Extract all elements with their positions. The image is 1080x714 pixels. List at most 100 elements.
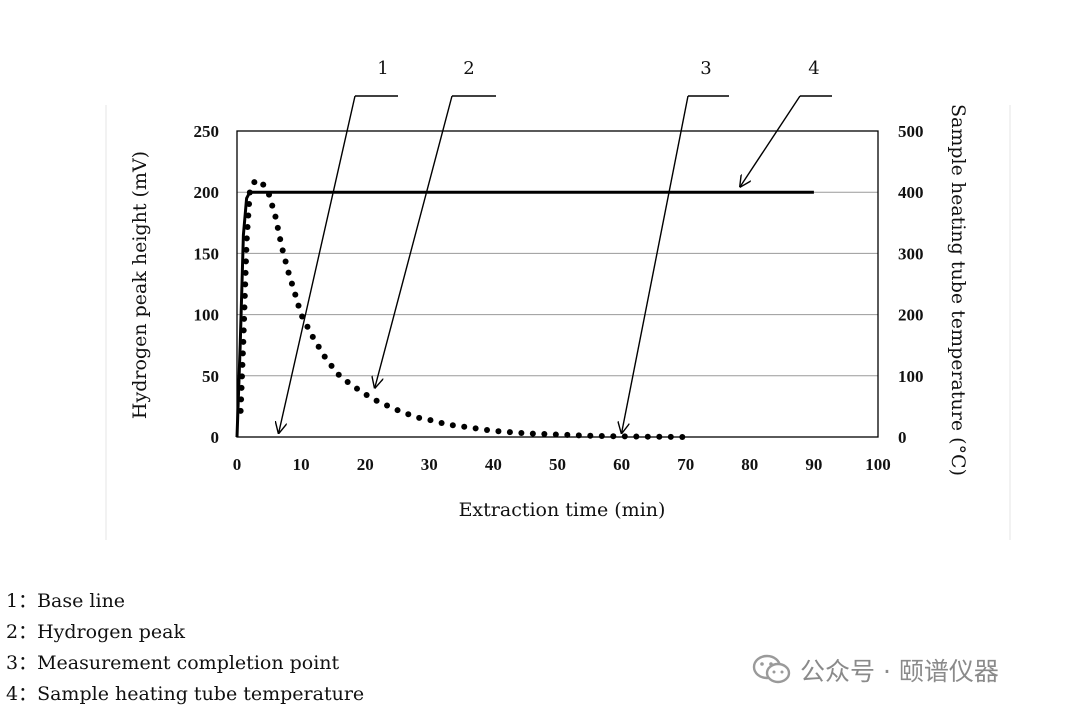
- peak-dot: [238, 384, 245, 391]
- peak-dot: [564, 431, 571, 438]
- peak-dot: [472, 425, 479, 432]
- peak-dot: [373, 397, 380, 404]
- peak-dot: [282, 258, 289, 265]
- callout-arrow: [622, 95, 689, 433]
- peak-dot: [251, 179, 258, 186]
- peak-dot: [240, 327, 247, 334]
- callout-number: 4: [808, 58, 819, 79]
- watermark: 公众号 · 颐谱仪器: [752, 652, 999, 688]
- peak-dot: [518, 430, 525, 437]
- y-left-tick-label: 150: [194, 244, 220, 263]
- peak-dot: [610, 433, 617, 440]
- x-tick-label: 70: [677, 455, 694, 474]
- peak-dot: [295, 302, 302, 309]
- grid-lines: [237, 130, 878, 438]
- peak-dot: [438, 419, 445, 426]
- peak-dot: [354, 385, 361, 392]
- peak-dot: [242, 281, 249, 288]
- peak-dot: [315, 343, 322, 350]
- callout-arrow: [279, 95, 356, 433]
- y-right-tick-label: 200: [898, 306, 924, 325]
- peak-dot: [292, 291, 299, 298]
- legend-item: 3：Measurement completion point: [6, 652, 340, 674]
- plot-area: [236, 130, 879, 438]
- y-right-tick-label: 0: [898, 428, 907, 447]
- callout-number: 3: [700, 58, 711, 79]
- peak-dot: [541, 431, 548, 438]
- peak-dot: [416, 414, 423, 421]
- y-right-tick-label: 400: [898, 183, 924, 202]
- y-right-axis-title: Sample heating tube temperature (°C): [947, 104, 969, 476]
- peak-dot: [277, 236, 284, 243]
- legend-item: 1：Base line: [6, 590, 126, 612]
- peak-dot: [243, 246, 250, 253]
- peak-dot: [667, 433, 674, 440]
- legend-item: 4：Sample heating tube temperature: [6, 683, 365, 705]
- peak-dot: [272, 213, 279, 220]
- peak-dot: [288, 280, 295, 287]
- y-left-tick-label: 250: [194, 122, 220, 141]
- peak-dot: [246, 189, 253, 196]
- x-tick-label: 40: [485, 455, 502, 474]
- peak-dot: [321, 353, 328, 360]
- peak-dot: [269, 202, 276, 209]
- y-right-tick-label: 500: [898, 122, 924, 141]
- y-right-tick-label: 100: [898, 367, 924, 386]
- x-tick-label: 100: [865, 455, 891, 474]
- peak-dot: [529, 430, 536, 437]
- peak-dot: [506, 429, 513, 436]
- callout-arrow: [740, 95, 801, 187]
- peak-dot: [587, 432, 594, 439]
- peak-dot: [238, 373, 245, 380]
- peak-dot: [245, 212, 252, 219]
- peak-dot: [243, 235, 250, 242]
- y-left-tick-label: 50: [202, 367, 219, 386]
- callout-arrow: [375, 95, 453, 388]
- peak-dot: [679, 433, 686, 440]
- x-tick-label: 50: [549, 455, 566, 474]
- peak-dot: [449, 422, 456, 429]
- peak-dot: [484, 426, 491, 433]
- y-left-tick-label: 0: [211, 428, 220, 447]
- x-tick-label: 30: [421, 455, 438, 474]
- peak-dot: [237, 407, 244, 414]
- peak-dot: [394, 407, 401, 414]
- peak-dot: [461, 423, 468, 430]
- peak-dot: [239, 361, 246, 368]
- y-left-tick-label: 200: [194, 183, 220, 202]
- peak-dot: [238, 396, 245, 403]
- peak-dot: [242, 258, 249, 265]
- peak-dot: [285, 269, 292, 276]
- x-tick-labels: 0 10 20 30 40 50 60 70 80 90 100: [233, 455, 891, 474]
- callout-number: 2: [463, 58, 474, 79]
- peak-dot: [598, 433, 605, 440]
- peak-dot: [575, 432, 582, 439]
- peak-dot: [405, 411, 412, 418]
- peak-dot: [328, 362, 335, 369]
- peak-dot: [427, 417, 434, 424]
- legend-item: 2：Hydrogen peak: [6, 621, 186, 643]
- peak-dot: [552, 431, 559, 438]
- peak-dot: [644, 433, 651, 440]
- x-tick-label: 80: [741, 455, 758, 474]
- peak-dot: [656, 433, 663, 440]
- peak-dot: [246, 201, 253, 208]
- x-tick-label: 10: [293, 455, 310, 474]
- y-left-tick-labels: 0 50 100 150 200 250: [194, 122, 220, 447]
- peak-dot: [244, 223, 251, 230]
- callout-number: 1: [377, 58, 388, 79]
- peak-dot: [279, 247, 286, 254]
- y-left-tick-label: 100: [194, 306, 220, 325]
- peak-dot: [241, 315, 248, 322]
- peak-dot: [344, 378, 351, 385]
- peak-dot: [335, 371, 342, 378]
- peak-dot: [363, 391, 370, 398]
- watermark-text: 公众号 · 颐谱仪器: [800, 657, 999, 686]
- peak-dot: [299, 313, 306, 320]
- y-right-tick-labels: 0 100 200 300 400 500: [898, 122, 924, 447]
- peak-dot: [239, 350, 246, 357]
- peak-dot: [241, 304, 248, 311]
- legend: 1：Base line 2：Hydrogen peak 3：Measuremen…: [6, 586, 364, 710]
- peak-dot: [241, 292, 248, 299]
